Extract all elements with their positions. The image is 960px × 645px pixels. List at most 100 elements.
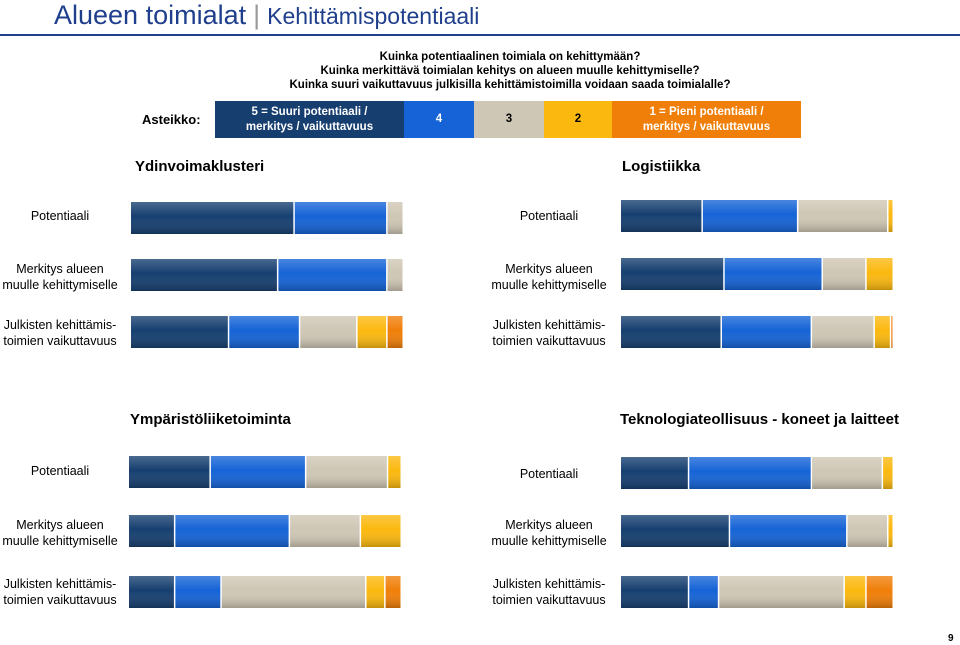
- row-label-line2: muulle kehittymiselle: [2, 278, 118, 292]
- panel-title-ydinvoimaklusteri: Ydinvoimaklusteri: [135, 158, 265, 175]
- row-label-line1: Potentiaali: [30, 464, 90, 478]
- row-label-merkitys: Merkitys alueen muulle kehittymiselle: [489, 261, 609, 293]
- row-label-line1: Julkisten kehittämis-: [492, 318, 606, 332]
- bar-segment-shading: [730, 515, 847, 547]
- bar-segment-shading: [229, 316, 299, 348]
- scale-item-2: 2: [544, 101, 612, 138]
- bar-segment-shading: [883, 457, 893, 489]
- bar-segment-shading: [812, 457, 882, 489]
- bar-segment-shading: [129, 576, 174, 608]
- title-rule: [0, 34, 960, 36]
- bar-segment-shading: [278, 259, 387, 291]
- bar-segment-shading: [388, 456, 401, 488]
- bar-segment-shading: [689, 576, 718, 608]
- row-label-line1: Julkisten kehittämis-: [3, 577, 117, 591]
- bar-segment-shading: [866, 576, 893, 608]
- bar-segment-shading: [823, 258, 866, 290]
- row-label-line1: Potentiaali: [519, 209, 579, 223]
- bar-segment-shading: [294, 202, 387, 234]
- bar-segment-shading: [847, 515, 887, 547]
- question-1: Kuinka potentiaalinen toimiala on kehitt…: [379, 51, 641, 63]
- row-label-line1: Merkitys alueen: [505, 262, 593, 276]
- bar-segment-shading: [357, 316, 387, 348]
- row-label-line2: muulle kehittymiselle: [2, 534, 118, 548]
- bar-segment-shading: [888, 200, 893, 232]
- bar-segment-shading: [891, 316, 893, 348]
- row-label-vaikuttavuus: Julkisten kehittämis- toimien vaikuttavu…: [489, 576, 609, 608]
- title-subtitle: Kehittämispotentiaali: [267, 3, 480, 29]
- scale-item-1-line1: 1 = Pieni potentiaali /: [649, 105, 764, 118]
- title-separator: |: [253, 0, 261, 30]
- bar-segment-shading: [621, 258, 724, 290]
- row-label-line1: Potentiaali: [519, 467, 579, 481]
- row-label-line2: toimien vaikuttavuus: [3, 334, 117, 348]
- bar-segment-shading: [621, 457, 688, 489]
- row-label-line1: Julkisten kehittämis-: [492, 577, 606, 591]
- scale-label: Asteikko:: [142, 112, 201, 127]
- row-label-potentiaali: Potentiaali: [0, 463, 120, 479]
- bar-segment-shading: [210, 456, 305, 488]
- bar-segment-shading: [131, 202, 294, 234]
- row-label-line2: muulle kehittymiselle: [491, 278, 607, 292]
- question-3: Kuinka suuri vaikuttavuus julkisilla keh…: [289, 79, 731, 91]
- row-label-line1: Potentiaali: [30, 209, 90, 223]
- bar-segment-shading: [874, 316, 890, 348]
- bar-segment-shading: [812, 316, 874, 348]
- scale-item-4-label: 4: [435, 113, 443, 125]
- bar-segment-shading: [722, 316, 811, 348]
- scale-item-5: 5 = Suuri potentiaali / merkitys / vaikut…: [215, 101, 404, 138]
- row-label-merkitys: Merkitys alueen muulle kehittymiselle: [0, 517, 120, 549]
- row-label-line2: toimien vaikuttavuus: [492, 593, 606, 607]
- bar-segment-shading: [366, 576, 385, 608]
- bar-segment-shading: [385, 576, 401, 608]
- questions: Kuinka potentiaalinen toimiala on kehitt…: [0, 50, 960, 92]
- bar-segment-shading: [129, 456, 210, 488]
- bar-segment-shading: [798, 200, 887, 232]
- bar-segment-shading: [724, 258, 822, 290]
- bar-segment-shading: [290, 515, 360, 547]
- bar-segment-shading: [306, 456, 387, 488]
- bar-segment-shading: [702, 200, 797, 232]
- panel-title-teknologiateollisuus: Teknologiateollisuus - koneet ja laittee…: [620, 411, 899, 428]
- bar-segment-shading: [621, 316, 721, 348]
- bar-segment-shading: [844, 576, 866, 608]
- row-label-line1: Merkitys alueen: [505, 518, 593, 532]
- row-label-line2: toimien vaikuttavuus: [3, 593, 117, 607]
- bar-segment-shading: [131, 316, 228, 348]
- scale-item-3-label: 3: [505, 113, 513, 125]
- bar-segment-shading: [888, 515, 893, 547]
- scale-item-1-line2: merkitys / vaikuttavuus: [642, 120, 771, 133]
- bar-segment-shading: [300, 316, 357, 348]
- scale-item-1: 1 = Pieni potentiaali / merkitys / vaikut…: [612, 101, 801, 138]
- row-label-line1: Julkisten kehittämis-: [3, 318, 117, 332]
- row-label-potentiaali: Potentiaali: [489, 208, 609, 224]
- scale-item-2-label: 2: [574, 113, 582, 125]
- row-label-merkitys: Merkitys alueen muulle kehittymiselle: [0, 261, 120, 293]
- scale-item-3: 3: [474, 101, 544, 138]
- row-label-line2: toimien vaikuttavuus: [492, 334, 606, 348]
- row-label-potentiaali: Potentiaali: [489, 466, 609, 482]
- row-label-vaikuttavuus: Julkisten kehittämis- toimien vaikuttavu…: [0, 576, 120, 608]
- bar-segment-shading: [387, 259, 403, 291]
- bar-segment-shading: [621, 200, 702, 232]
- bar-segment-shading: [621, 576, 688, 608]
- row-label-line1: Merkitys alueen: [16, 518, 104, 532]
- scale-item-5-line2: merkitys / vaikuttavuus: [245, 120, 374, 133]
- panel-title-logistiikka: Logistiikka: [622, 158, 701, 175]
- row-label-line1: Merkitys alueen: [16, 262, 104, 276]
- bar-segment-shading: [131, 259, 277, 291]
- bar-segment-shading: [621, 515, 729, 547]
- bar-segment-shading: [221, 576, 365, 608]
- title-main: Alueen toimialat: [54, 0, 247, 30]
- row-label-vaikuttavuus: Julkisten kehittämis- toimien vaikuttavu…: [489, 317, 609, 349]
- bar-segment-shading: [361, 515, 401, 547]
- row-label-merkitys: Merkitys alueen muulle kehittymiselle: [489, 517, 609, 549]
- bar-segment-shading: [866, 258, 893, 290]
- page-number: 9: [948, 633, 954, 644]
- row-label-line2: muulle kehittymiselle: [491, 534, 607, 548]
- bar-segment-shading: [719, 576, 844, 608]
- scale-item-5-line1: 5 = Suuri potentiaali /: [251, 105, 368, 118]
- row-label-vaikuttavuus: Julkisten kehittämis- toimien vaikuttavu…: [0, 317, 120, 349]
- question-2: Kuinka merkittävä toimialan kehitys on a…: [320, 65, 700, 77]
- bar-segment-shading: [387, 202, 403, 234]
